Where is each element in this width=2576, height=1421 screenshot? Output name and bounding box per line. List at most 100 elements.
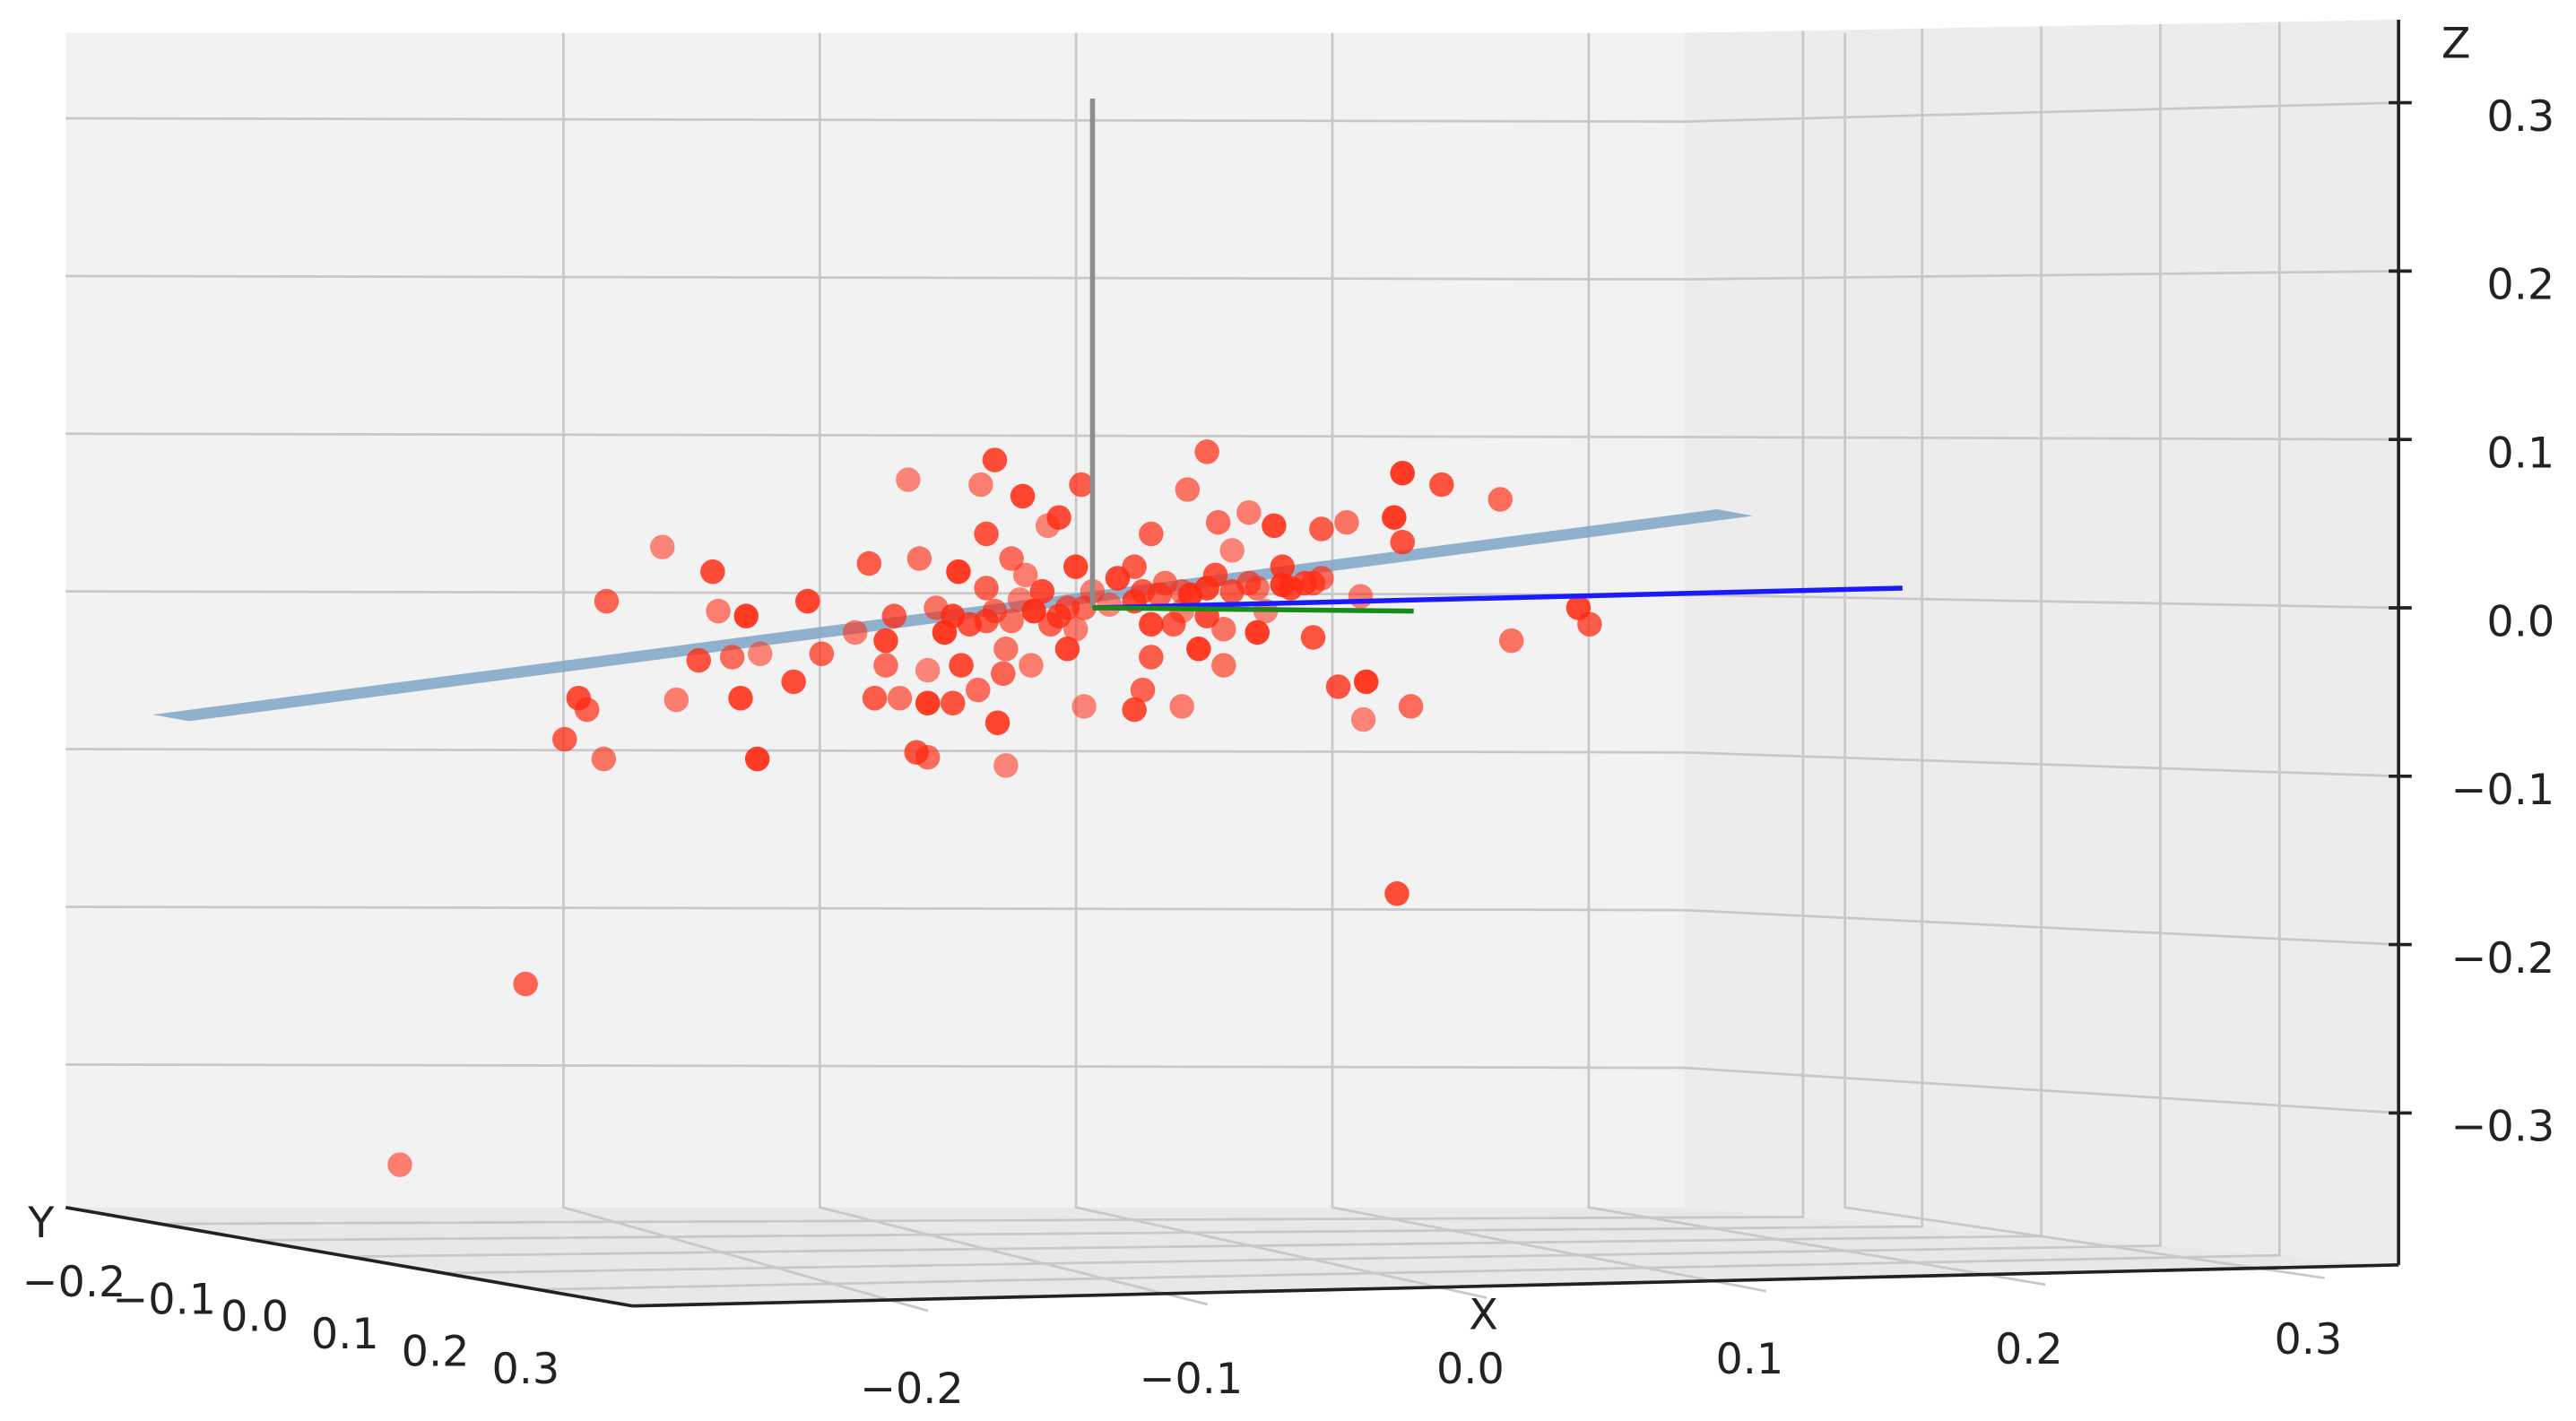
grid-line (443, 23, 2162, 1275)
point (1245, 576, 1270, 601)
component-vector (1092, 605, 1414, 614)
point (1390, 529, 1415, 555)
point (982, 447, 1008, 472)
z-tick-label: 0.2 (2486, 261, 2554, 310)
grid-line (1074, 32, 1487, 1299)
y-tick-label: −0.2 (22, 1258, 126, 1307)
point (915, 690, 941, 715)
y-tick-label: −0.1 (112, 1275, 216, 1324)
point (664, 687, 690, 713)
point (1309, 566, 1334, 591)
point (1309, 516, 1334, 542)
point (1211, 653, 1236, 678)
point (728, 686, 753, 711)
x-tick-label: 0.0 (1436, 1345, 1505, 1394)
grid-line (562, 32, 929, 1313)
point (781, 669, 806, 695)
grid-line (349, 26, 2043, 1259)
point (862, 686, 888, 711)
point (1122, 554, 1147, 579)
point (915, 657, 941, 683)
point (1063, 617, 1089, 642)
point (1071, 694, 1097, 719)
point (1147, 582, 1172, 608)
point (1069, 472, 1094, 498)
point (1334, 509, 1359, 535)
point (993, 753, 1019, 778)
point (1139, 611, 1164, 637)
point (1211, 617, 1236, 642)
point (1350, 706, 1376, 732)
point (650, 534, 675, 559)
grid-line (160, 30, 1805, 1226)
point (1130, 677, 1156, 703)
x-tick-label: 0.1 (1715, 1335, 1783, 1384)
point (1012, 562, 1038, 588)
point (1429, 472, 1454, 498)
point (1398, 694, 1424, 719)
point (1169, 694, 1194, 719)
point (594, 588, 620, 614)
point (700, 559, 725, 585)
point (1169, 578, 1194, 604)
point (513, 971, 538, 997)
point (1010, 483, 1036, 509)
point (1219, 538, 1245, 563)
point (1019, 653, 1044, 678)
point (906, 546, 932, 571)
z-tick-label: 0.0 (2486, 597, 2554, 646)
y-tick-label: 0.2 (402, 1328, 470, 1377)
point (1270, 554, 1296, 579)
point (1382, 505, 1407, 530)
point (1384, 881, 1409, 906)
point (1325, 674, 1351, 699)
point (1139, 645, 1164, 670)
point (974, 608, 999, 634)
x-axis (632, 1263, 2399, 1308)
plot-area (152, 98, 1903, 1177)
point (1175, 477, 1201, 502)
x-tick-label: −0.1 (1140, 1355, 1244, 1404)
point (1046, 603, 1071, 628)
point (1097, 592, 1122, 618)
point (887, 686, 913, 711)
point (993, 637, 1019, 662)
point (1046, 505, 1071, 530)
y-axis (65, 1205, 633, 1308)
point (1487, 487, 1513, 512)
point (1219, 578, 1245, 604)
point (966, 677, 991, 703)
point (1262, 513, 1287, 539)
x-tick-label: −0.2 (860, 1365, 964, 1414)
point (1236, 499, 1262, 525)
point (881, 603, 907, 628)
point (842, 620, 868, 646)
point (1498, 628, 1524, 654)
point (809, 641, 835, 667)
point (733, 603, 759, 628)
z-tick-label: −0.3 (2451, 1103, 2555, 1152)
point (1353, 669, 1379, 695)
y-axis-label: Y (27, 1199, 55, 1248)
point (949, 653, 974, 678)
grid-line (1587, 32, 2046, 1287)
point (795, 588, 820, 614)
point (1186, 637, 1211, 662)
point (991, 661, 1016, 687)
point (1029, 578, 1055, 604)
point (1021, 598, 1046, 624)
point (1063, 554, 1089, 579)
z-tick-label: −0.1 (2451, 766, 2555, 815)
x-tick-label: 0.2 (1995, 1325, 2063, 1374)
point (1348, 584, 1374, 609)
point (387, 1152, 412, 1177)
point (552, 726, 577, 752)
point (686, 647, 712, 673)
point (873, 628, 898, 654)
point (719, 645, 745, 670)
grid-line (1843, 32, 2325, 1279)
y-tick-label: 0.3 (491, 1345, 559, 1394)
point (856, 550, 882, 576)
point (896, 467, 921, 492)
point (974, 576, 999, 601)
